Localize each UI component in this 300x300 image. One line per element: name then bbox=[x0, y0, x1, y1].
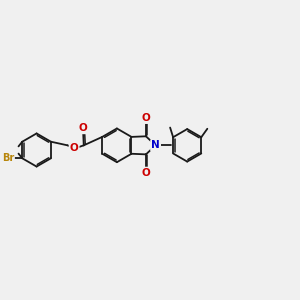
Text: O: O bbox=[142, 168, 150, 178]
Text: O: O bbox=[79, 123, 88, 133]
Text: N: N bbox=[151, 140, 160, 150]
Text: O: O bbox=[70, 143, 79, 153]
Text: Br: Br bbox=[2, 153, 14, 163]
Text: O: O bbox=[142, 113, 150, 123]
